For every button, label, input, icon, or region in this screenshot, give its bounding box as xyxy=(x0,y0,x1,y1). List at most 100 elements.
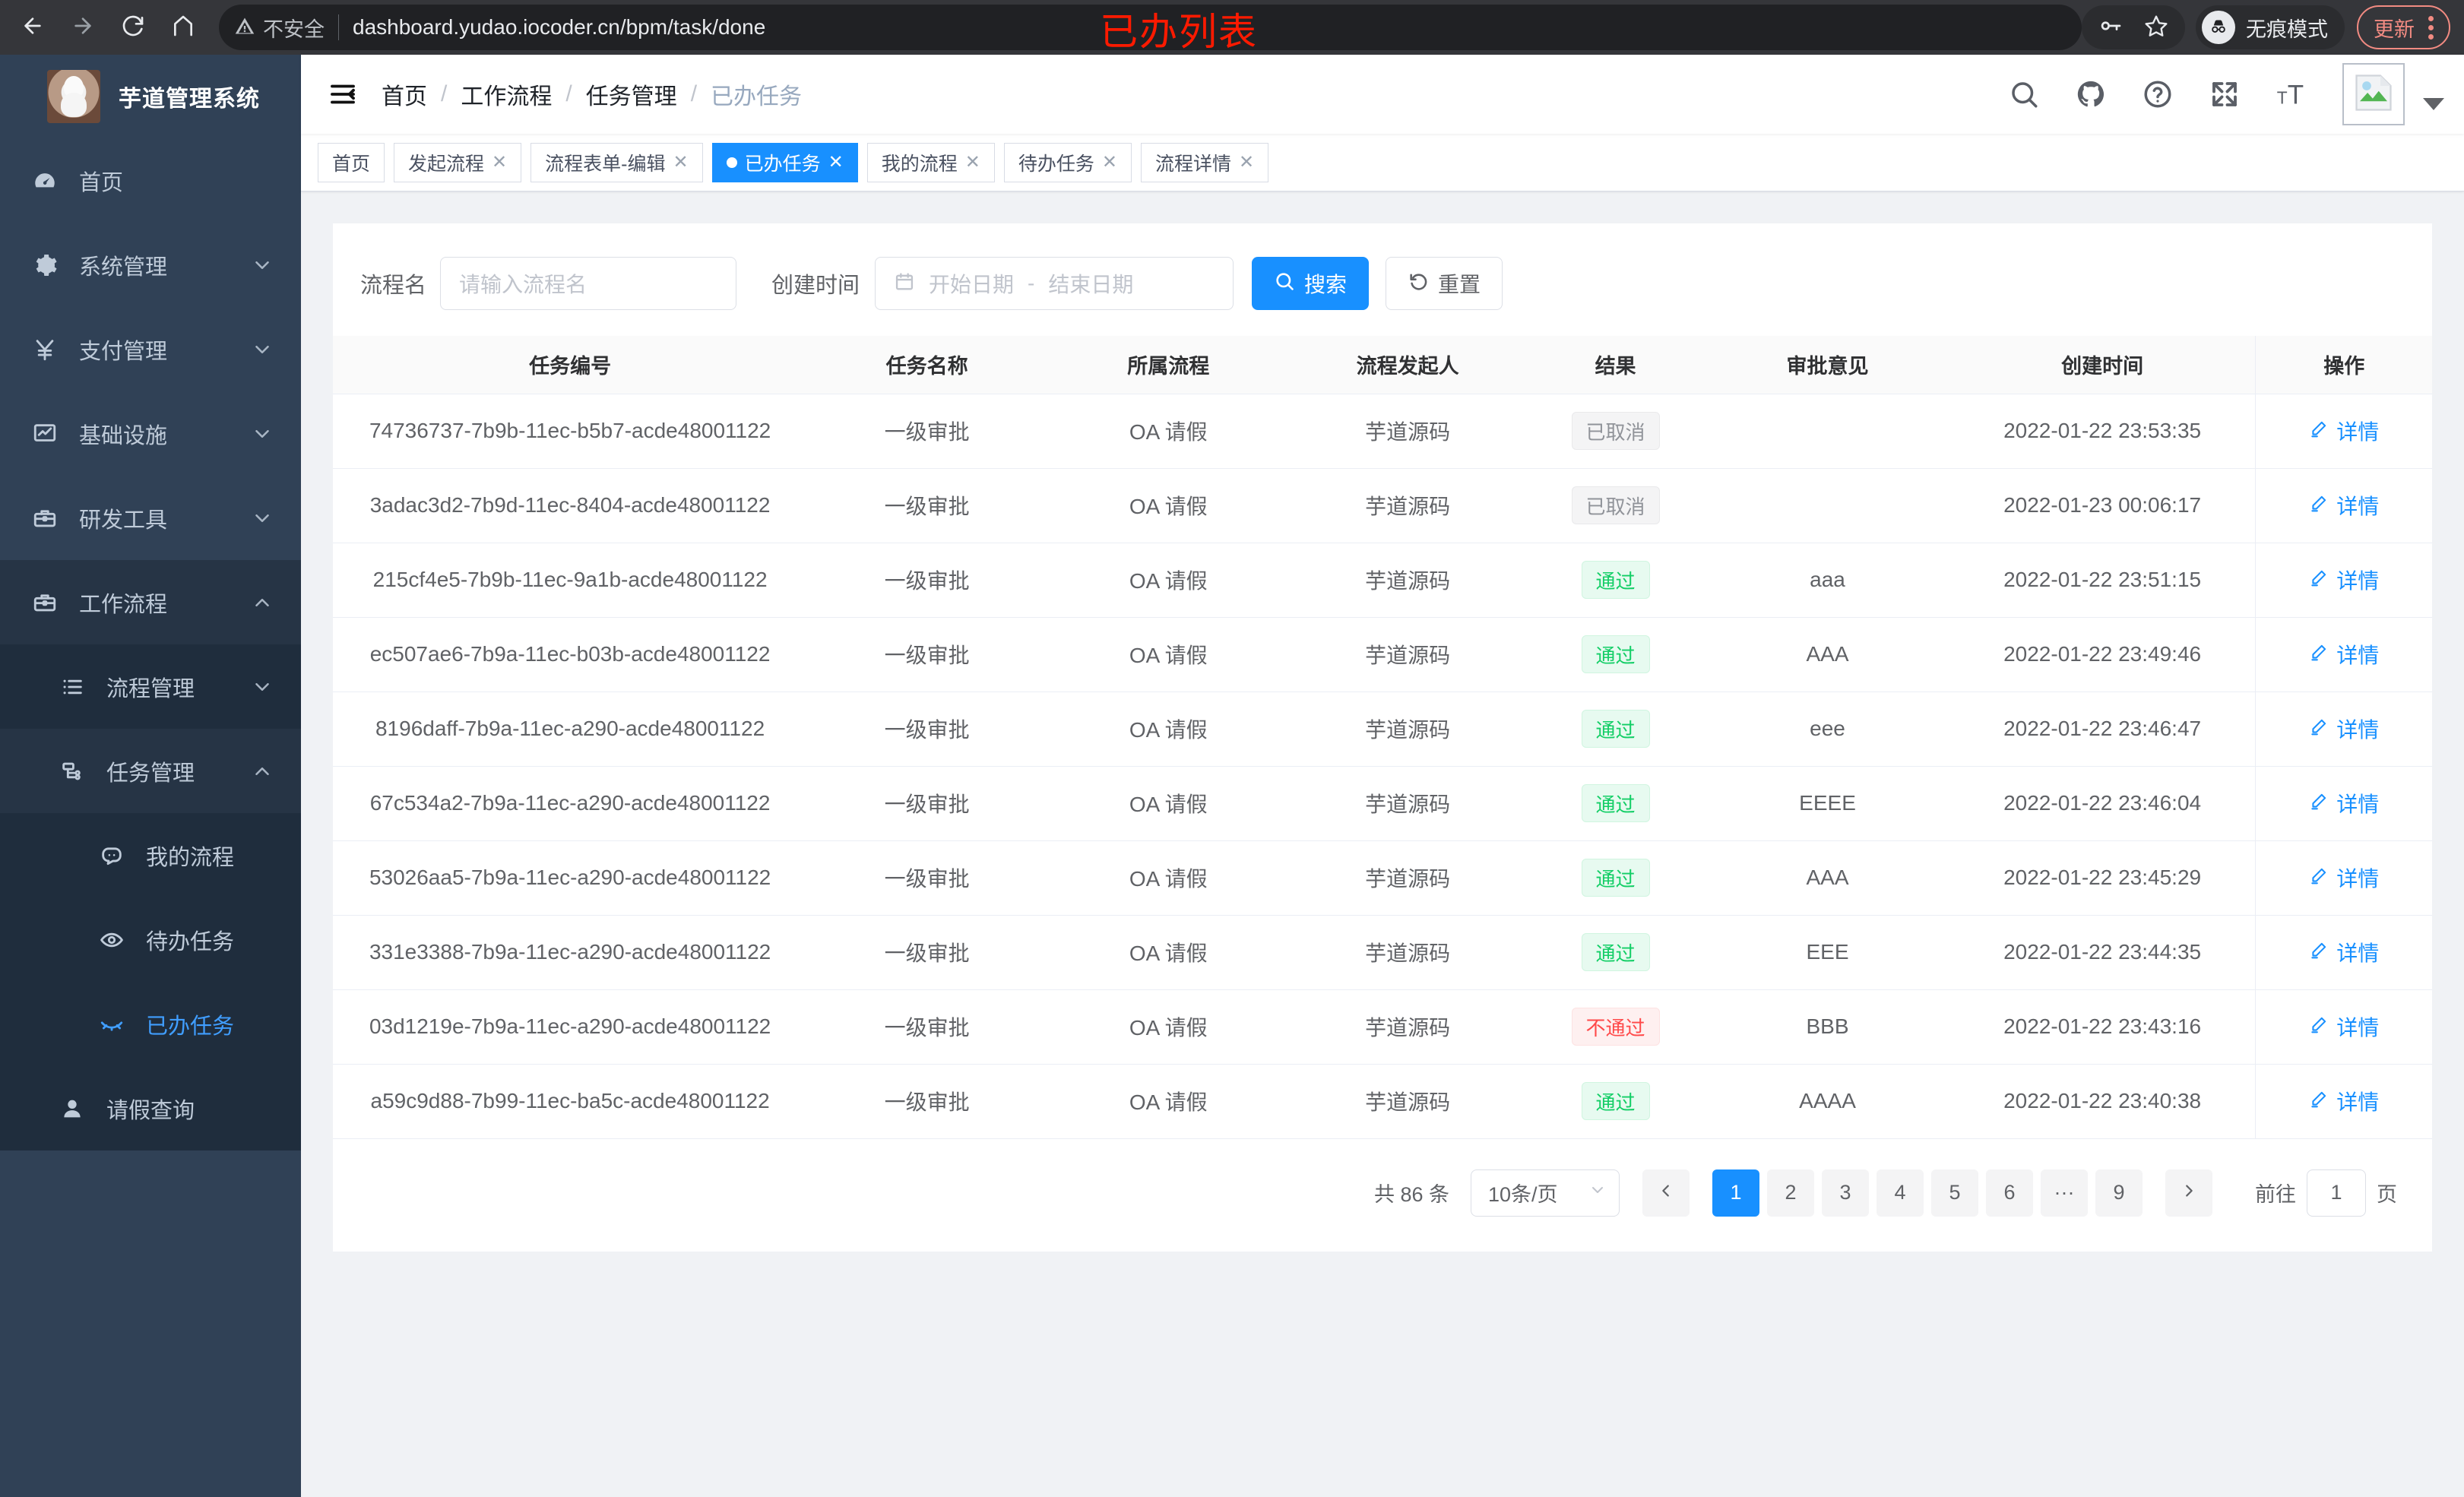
table-header: 任务编号 任务名称 所属流程 流程发起人 结果 审批意见 创建时间 操作 xyxy=(333,336,2432,394)
sidebar-item-todo-task[interactable]: 待办任务 xyxy=(0,897,301,982)
breadcrumb-item-task-management[interactable]: 任务管理 xyxy=(585,84,677,109)
cell-opinion xyxy=(1705,468,1949,543)
close-icon[interactable]: ✕ xyxy=(1101,151,1117,172)
github-icon[interactable] xyxy=(2075,78,2107,110)
close-icon[interactable]: ✕ xyxy=(492,151,508,172)
sidebar-item-infrastructure[interactable]: 基础设施 xyxy=(0,391,301,476)
pagination-page-button[interactable]: 1 xyxy=(1712,1169,1759,1217)
sidebar-item-process-management[interactable]: 流程管理 xyxy=(0,644,301,729)
sidebar-item-done-task[interactable]: 已办任务 xyxy=(0,982,301,1066)
table-row: 53026aa5-7b9a-11ec-a290-acde48001122 一级审批… xyxy=(333,840,2432,916)
incognito-indicator[interactable]: 无痕模式 xyxy=(2196,5,2345,49)
question-circle-icon[interactable] xyxy=(2142,78,2174,110)
sidebar-item-workflow[interactable]: 工作流程 xyxy=(0,560,301,644)
update-button[interactable]: 更新 xyxy=(2357,5,2450,49)
address-bar[interactable]: 不安全 dashboard.yudao.iocoder.cn/bpm/task/… xyxy=(219,5,2082,50)
brand-header[interactable]: 芋道管理系统 xyxy=(0,55,301,138)
user-icon xyxy=(59,1096,93,1122)
detail-button[interactable]: 详情 xyxy=(2309,1086,2379,1116)
pagination-page-button[interactable]: 5 xyxy=(1931,1169,1978,1217)
tab-todo-task[interactable]: 待办任务 ✕ xyxy=(1003,142,1132,182)
cell-task-name: 一级审批 xyxy=(807,766,1047,841)
detail-button[interactable]: 详情 xyxy=(2309,639,2379,669)
edit-pencil-icon xyxy=(2309,1089,2329,1114)
pagination-page-button[interactable]: 4 xyxy=(1877,1169,1924,1217)
home-icon xyxy=(171,14,195,42)
date-range-picker[interactable]: 开始日期 - 结束日期 xyxy=(875,257,1234,310)
breadcrumb-separator: / xyxy=(690,81,698,106)
avatar[interactable] xyxy=(2342,63,2405,125)
detail-button[interactable]: 详情 xyxy=(2309,490,2379,521)
sidebar-item-my-process[interactable]: 我的流程 xyxy=(0,813,301,897)
tab-done-task[interactable]: 已办任务 ✕ xyxy=(711,142,858,182)
pagination-next-button[interactable] xyxy=(2165,1169,2212,1217)
tab-my-process[interactable]: 我的流程 ✕ xyxy=(866,142,995,182)
tab-process-detail[interactable]: 流程详情 ✕ xyxy=(1140,142,1269,182)
page-size-select[interactable]: 10条/页 xyxy=(1471,1169,1620,1217)
edit-pencil-icon xyxy=(2309,940,2329,965)
tab-process-form-edit[interactable]: 流程表单-编辑 ✕ xyxy=(530,142,703,182)
breadcrumb-item-workflow[interactable]: 工作流程 xyxy=(461,84,553,109)
sidebar-item-payment[interactable]: 支付管理 xyxy=(0,307,301,391)
jump-page-input[interactable]: 1 xyxy=(2307,1169,2366,1217)
back-button[interactable] xyxy=(9,4,56,51)
detail-button[interactable]: 详情 xyxy=(2309,937,2379,967)
reload-button[interactable] xyxy=(109,4,157,51)
hamburger-icon[interactable] xyxy=(327,78,359,110)
sidebar-item-system[interactable]: 系统管理 xyxy=(0,223,301,307)
jump-suffix-label: 页 xyxy=(2377,1183,2397,1206)
close-icon[interactable]: ✕ xyxy=(1238,151,1255,172)
sidebar-item-task-management[interactable]: 任务管理 xyxy=(0,729,301,813)
incognito-hat-icon xyxy=(2202,11,2235,44)
pagination-ellipsis[interactable]: ··· xyxy=(2041,1169,2088,1217)
pagination-page-button[interactable]: 2 xyxy=(1767,1169,1814,1217)
column-header-task-id: 任务编号 xyxy=(333,336,808,394)
brand-logo-icon xyxy=(47,70,100,123)
close-icon[interactable]: ✕ xyxy=(673,151,689,172)
detail-button[interactable]: 详情 xyxy=(2309,714,2379,744)
tab-home[interactable]: 首页 xyxy=(318,142,385,182)
home-button[interactable] xyxy=(160,4,207,51)
pagination-prev-button[interactable] xyxy=(1642,1169,1690,1217)
tab-start-process[interactable]: 发起流程 ✕ xyxy=(394,142,522,182)
cell-created-time: 2022-01-22 23:43:16 xyxy=(1949,989,2256,1065)
detail-label: 详情 xyxy=(2336,495,2380,518)
fullscreen-icon[interactable] xyxy=(2209,78,2241,110)
key-icon[interactable] xyxy=(2098,14,2123,42)
detail-button[interactable]: 详情 xyxy=(2309,788,2379,818)
sidebar-item-devtools[interactable]: 研发工具 xyxy=(0,476,301,560)
status-badge: 通过 xyxy=(1581,784,1650,822)
detail-button[interactable]: 详情 xyxy=(2309,862,2379,893)
search-button[interactable]: 搜索 xyxy=(1252,257,1370,310)
pagination-page-button[interactable]: 9 xyxy=(2095,1169,2143,1217)
pagination-page-button[interactable]: 6 xyxy=(1986,1169,2033,1217)
detail-label: 详情 xyxy=(2336,569,2380,593)
forward-button[interactable] xyxy=(59,4,106,51)
caret-down-icon[interactable] xyxy=(2423,98,2444,110)
detail-button[interactable]: 详情 xyxy=(2309,416,2379,446)
sidebar-item-home[interactable]: 首页 xyxy=(0,138,301,223)
more-menu-icon[interactable] xyxy=(2424,15,2438,40)
close-icon[interactable]: ✕ xyxy=(828,151,844,172)
detail-button[interactable]: 详情 xyxy=(2309,1011,2379,1042)
reset-button[interactable]: 重置 xyxy=(1386,257,1503,310)
status-badge: 通过 xyxy=(1581,710,1650,748)
sidebar-item-leave-query[interactable]: 请假查询 xyxy=(0,1066,301,1150)
search-icon[interactable] xyxy=(2008,78,2040,110)
breadcrumb-item-home[interactable]: 首页 xyxy=(382,84,427,109)
close-icon[interactable]: ✕ xyxy=(964,151,980,172)
site-security-indicator[interactable]: 不安全 xyxy=(234,13,325,43)
cell-initiator: 芋道源码 xyxy=(1290,692,1525,767)
cell-created-time: 2022-01-22 23:40:38 xyxy=(1949,1064,2256,1139)
cell-created-time: 2022-01-23 00:06:17 xyxy=(1949,468,2256,543)
search-input[interactable]: 请输入流程名 xyxy=(440,257,737,310)
cell-task-id: 8196daff-7b9a-11ec-a290-acde48001122 xyxy=(333,692,808,767)
detail-button[interactable]: 详情 xyxy=(2309,565,2379,595)
cell-opinion: aaa xyxy=(1705,543,1949,618)
cell-initiator: 芋道源码 xyxy=(1290,468,1525,543)
star-icon[interactable] xyxy=(2144,14,2168,42)
edit-pencil-icon xyxy=(2309,642,2329,667)
pagination-page-button[interactable]: 3 xyxy=(1822,1169,1869,1217)
